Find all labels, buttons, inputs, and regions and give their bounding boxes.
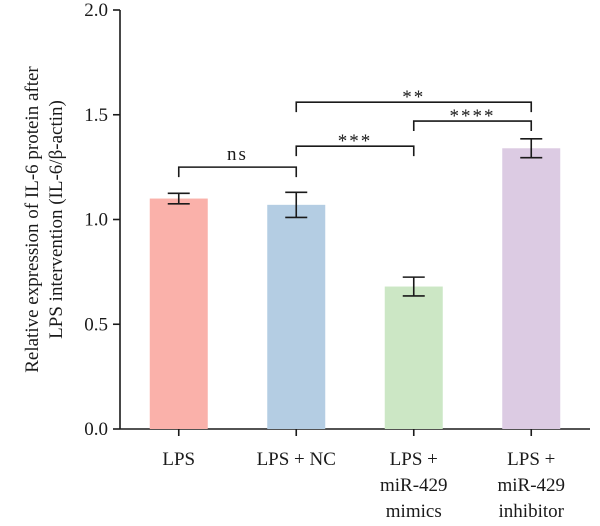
x-tick-label-line: miR-429	[497, 475, 565, 496]
x-tick-label: LPS	[162, 449, 195, 470]
significance-bracket	[295, 145, 415, 157]
x-tick-label: LPS + miR-429 mimics	[380, 449, 448, 522]
y-axis-title: Relative expression of IL-6 protein afte…	[22, 66, 67, 373]
bar	[267, 204, 326, 429]
y-axis-label-line: LPS intervention (IL-6/β-actin)	[46, 100, 67, 339]
significance-brackets: ns*********	[177, 87, 533, 178]
x-tick-label: LPS + NC	[257, 449, 336, 470]
significance-label: ***	[338, 131, 373, 152]
y-tick-label: 2.0	[84, 0, 108, 21]
bar	[502, 148, 561, 429]
x-tick-label: LPS + miR-429 inhibitor	[497, 449, 565, 522]
y-axis: 0.0 0.5 1.0 1.5 2.0	[84, 0, 121, 440]
x-tick-label-line: mimics	[386, 501, 442, 522]
y-tick-label: 1.5	[84, 105, 108, 126]
significance-bracket	[412, 120, 533, 132]
x-tick-label-line: LPS +	[507, 449, 555, 470]
x-tick-label-line: LPS +	[390, 449, 438, 470]
y-axis-label: Relative expression of IL-6 protein afte…	[22, 66, 67, 373]
y-tick-label: 0.0	[84, 419, 108, 440]
y-tick-label: 1.0	[84, 210, 108, 231]
significance-label: **	[402, 87, 425, 108]
x-tick-label-line: LPS	[162, 449, 195, 470]
error-bars-group	[167, 138, 543, 297]
significance-bracket	[295, 101, 533, 113]
significance-label: ns	[227, 144, 248, 165]
x-tick-label-line: inhibitor	[499, 501, 565, 522]
x-axis: LPS LPS + NC LPS + miR-429 mimics LPS + miR-42…	[120, 428, 590, 522]
bars-group	[149, 148, 561, 429]
significance-bracket	[177, 166, 298, 178]
y-axis-label-line: Relative expression of IL-6 protein afte…	[22, 66, 43, 373]
bar	[149, 198, 208, 429]
bar	[384, 286, 443, 429]
x-tick-label-line: miR-429	[380, 475, 448, 496]
y-tick-label: 0.5	[84, 314, 108, 335]
x-tick-label-line: LPS + NC	[257, 449, 336, 470]
significance-label: ****	[450, 106, 496, 127]
